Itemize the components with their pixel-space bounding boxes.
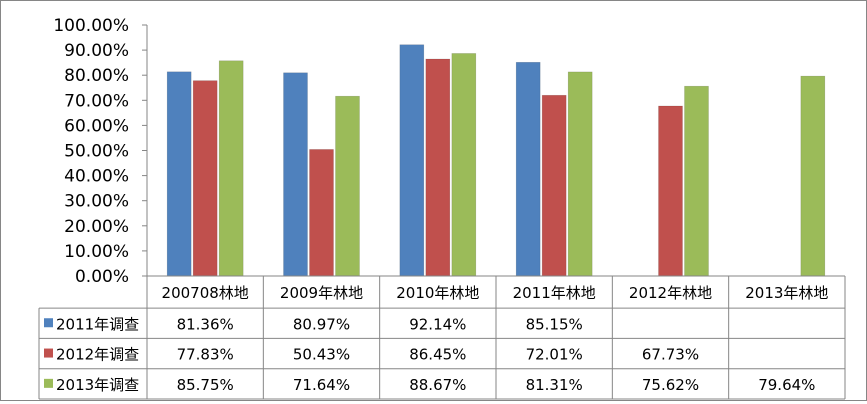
bar-3-6: [800, 75, 826, 277]
bar-3-4: [567, 71, 593, 277]
y-tick-label: 50.00%: [64, 142, 129, 162]
data-table-value: 67.73%: [642, 346, 699, 364]
y-tick-label: 70.00%: [64, 91, 129, 111]
y-tick-label: 0.00%: [75, 267, 129, 287]
y-tick-label: 60.00%: [64, 116, 129, 136]
y-tick-label: 20.00%: [64, 217, 129, 237]
bar-2-4: [541, 94, 567, 277]
bar-3-2: [335, 95, 360, 277]
bar-3-1: [218, 60, 244, 277]
bar-1-1: [166, 71, 192, 277]
x-tick-label: 2010年林地: [396, 284, 479, 302]
legend-key: [44, 348, 53, 358]
bar-1-3: [399, 44, 425, 277]
x-tick-label: 200708林地: [162, 284, 249, 302]
y-tick-label: 90.00%: [64, 41, 129, 61]
legend-key: [44, 318, 53, 328]
legend-label: 2013年调查: [56, 376, 139, 394]
legend-key: [44, 378, 53, 388]
data-table-value: 85.15%: [526, 315, 583, 333]
data-table-value: 86.45%: [409, 346, 466, 364]
x-tick-label: 2013年林地: [745, 284, 828, 302]
data-table-value: 77.83%: [177, 346, 234, 364]
data-table-value: 80.97%: [293, 315, 350, 333]
y-tick-label: 30.00%: [64, 192, 129, 212]
bar-3-5: [684, 85, 709, 277]
bar-1-4: [515, 61, 541, 277]
bar-2-1: [192, 80, 218, 277]
data-table-value: 79.64%: [758, 376, 815, 394]
data-table-value: 71.64%: [293, 376, 350, 394]
bar-2-2: [309, 149, 334, 277]
bar-2-3: [425, 58, 451, 277]
data-table-value: 81.31%: [526, 376, 583, 394]
x-tick-label: 2009年林地: [280, 284, 363, 302]
bar-3-3: [451, 53, 477, 277]
y-tick-label: 40.00%: [64, 167, 129, 187]
y-tick-label: 80.00%: [64, 66, 129, 86]
legend-label: 2012年调查: [56, 346, 139, 364]
data-table-value: 88.67%: [409, 376, 466, 394]
x-tick-label: 2012年林地: [629, 284, 712, 302]
data-table-value: 72.01%: [526, 346, 583, 364]
data-table-value: 50.43%: [293, 346, 350, 364]
data-table-value: 85.75%: [177, 376, 234, 394]
bar-1-2: [283, 72, 308, 277]
legend-label: 2011年调查: [56, 315, 139, 333]
data-table-value: 92.14%: [409, 315, 466, 333]
x-tick-label: 2011年林地: [513, 284, 596, 302]
bar-2-5: [658, 105, 683, 277]
data-table-value: 75.62%: [642, 376, 699, 394]
data-table-value: 81.36%: [177, 315, 234, 333]
y-tick-label: 10.00%: [64, 242, 129, 262]
y-tick-label: 100.00%: [53, 16, 129, 36]
